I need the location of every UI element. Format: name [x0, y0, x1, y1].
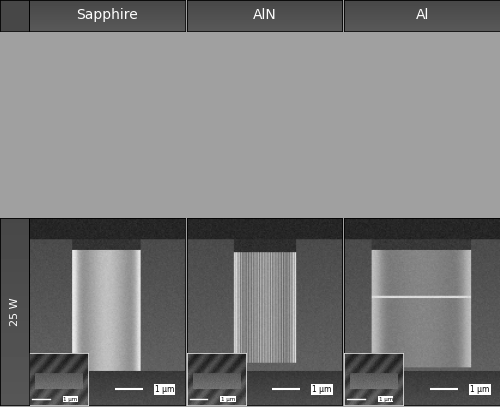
Text: Al: Al [416, 8, 429, 22]
Text: 1 μm: 1 μm [154, 385, 174, 394]
Text: 1 μm: 1 μm [470, 385, 490, 394]
Text: 25 W: 25 W [10, 298, 20, 326]
Text: AlN: AlN [252, 8, 276, 22]
Text: 1 μm: 1 μm [312, 385, 332, 394]
Text: Sapphire: Sapphire [76, 8, 138, 22]
